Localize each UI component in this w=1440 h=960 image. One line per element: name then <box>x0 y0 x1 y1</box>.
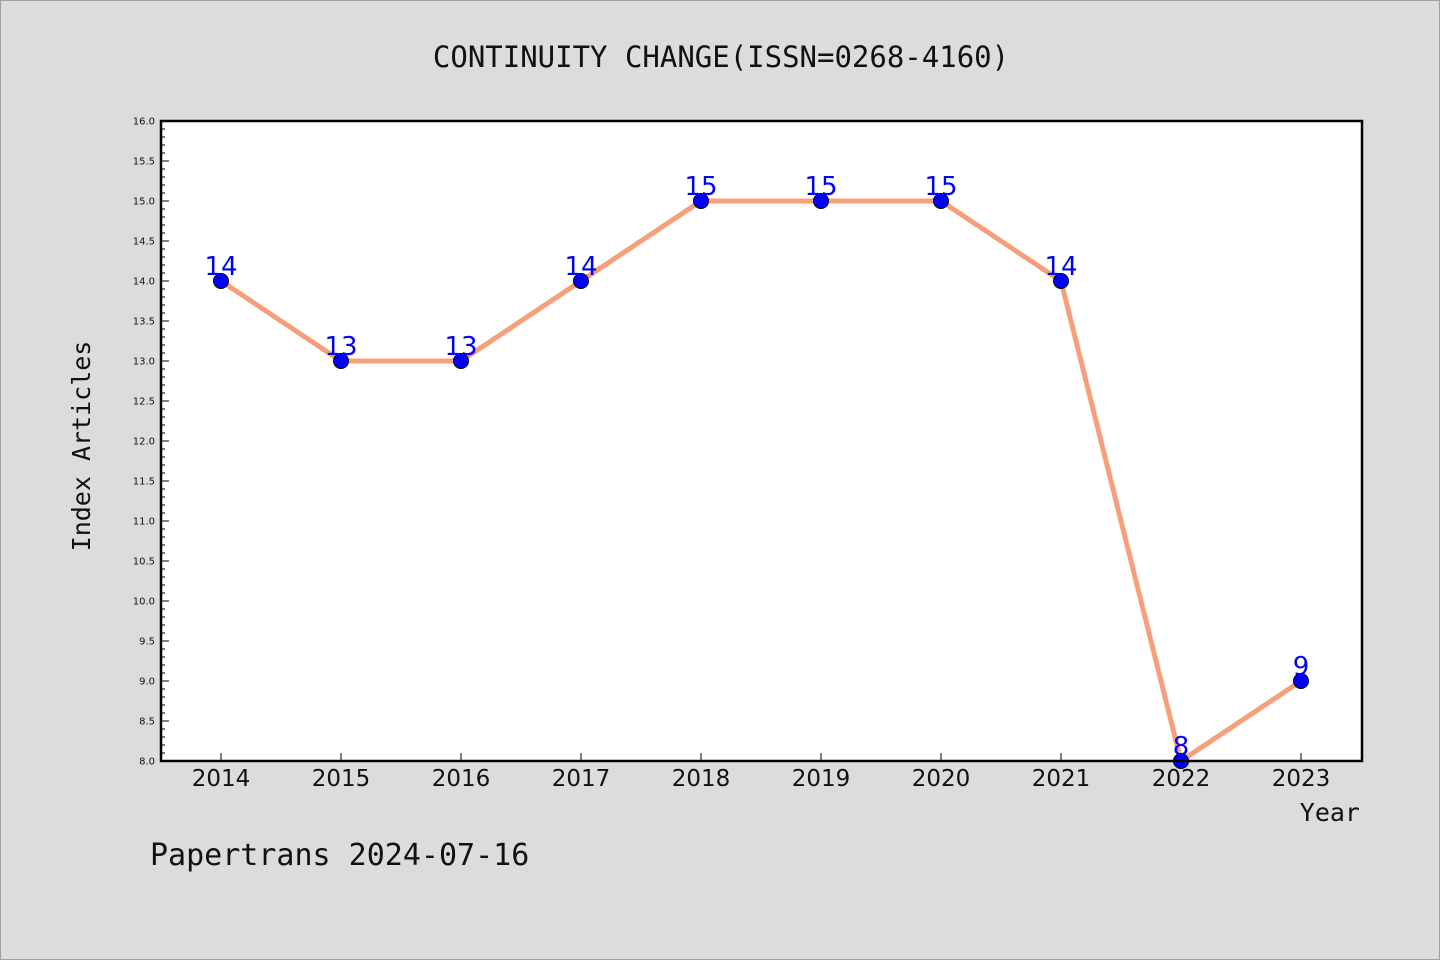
data-markers <box>213 193 1309 769</box>
y-tick-label: 16.0 <box>133 117 155 128</box>
y-tick-label: 8.0 <box>139 757 155 768</box>
data-point <box>453 353 469 369</box>
y-tick-label: 13.0 <box>133 357 155 368</box>
x-tick-label: 2023 <box>1272 766 1331 792</box>
y-tick-label: 14.5 <box>133 237 155 248</box>
data-point <box>933 193 949 209</box>
data-label: 14 <box>1044 252 1077 282</box>
y-tick-label: 9.5 <box>139 637 155 648</box>
x-tick-label: 2021 <box>1032 766 1091 792</box>
data-label: 14 <box>564 252 597 282</box>
data-label: 15 <box>684 172 717 202</box>
plot-frame <box>159 119 1364 763</box>
y-tick-label: 12.0 <box>133 437 155 448</box>
plot-area <box>161 121 1362 761</box>
y-axis-label: Index Articles <box>67 341 96 552</box>
y-tick-label: 15.5 <box>133 157 155 168</box>
data-label: 15 <box>924 172 957 202</box>
data-label: 13 <box>444 332 477 362</box>
y-tick-label: 14.0 <box>133 277 155 288</box>
x-tick-label: 2015 <box>312 766 371 792</box>
data-label: 13 <box>324 332 357 362</box>
y-tick-label: 10.5 <box>133 557 155 568</box>
y-tick-label: 11.0 <box>133 517 155 528</box>
data-point <box>813 193 829 209</box>
series-lines <box>218 198 1304 764</box>
y-tick-label: 10.0 <box>133 597 155 608</box>
chart-title: CONTINUITY CHANGE(ISSN=0268-4160) <box>433 40 1009 74</box>
data-point <box>693 193 709 209</box>
data-point <box>1293 673 1309 689</box>
x-tick-label: 2017 <box>552 766 611 792</box>
x-tick-label: 2018 <box>672 766 731 792</box>
y-tick-label: 13.5 <box>133 317 155 328</box>
data-label: 14 <box>204 252 237 282</box>
data-labels: 14 13 13 14 15 15 15 14 8 9 <box>204 172 1309 762</box>
x-tick-label: 2020 <box>912 766 971 792</box>
y-tick-label: 8.5 <box>139 717 155 728</box>
series-line <box>218 198 1304 764</box>
x-tick-label: 2014 <box>192 766 251 792</box>
x-axis-ticks: 2014 2015 2016 2017 2018 2019 2020 2021 2022 2023 <box>192 753 1331 792</box>
y-tick-label: 12.5 <box>133 397 155 408</box>
data-point <box>333 353 349 369</box>
data-label: 8 <box>1173 732 1190 762</box>
y-tick-label: 11.5 <box>133 477 155 488</box>
data-label: 15 <box>804 172 837 202</box>
x-tick-label: 2016 <box>432 766 491 792</box>
x-tick-label: 2022 <box>1152 766 1211 792</box>
x-tick-label: 2019 <box>792 766 851 792</box>
data-point <box>213 273 229 289</box>
footer-watermark: Papertrans 2024-07-16 <box>150 838 529 873</box>
y-tick-label: 9.0 <box>139 677 155 688</box>
y-tick-label: 15.0 <box>133 197 155 208</box>
data-label: 9 <box>1293 652 1310 682</box>
data-point <box>573 273 589 289</box>
x-axis-label: Year <box>1300 798 1360 827</box>
data-point <box>1053 273 1069 289</box>
